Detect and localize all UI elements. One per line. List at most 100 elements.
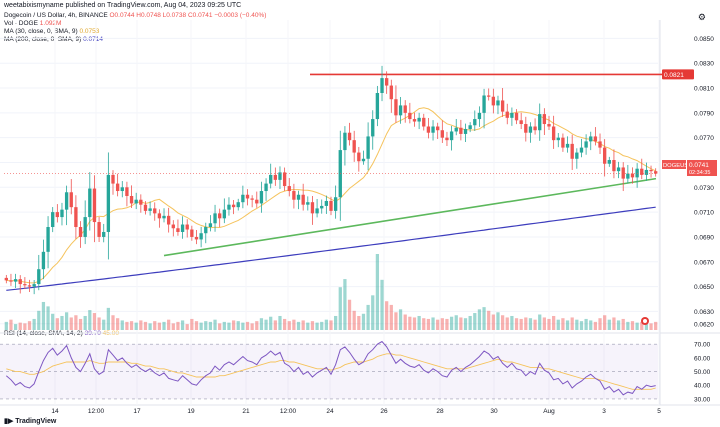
volume-bar (371, 295, 375, 330)
volume-bar (338, 287, 342, 330)
volume-bar (352, 310, 356, 330)
symbol-tag-bg (662, 160, 686, 169)
candle-body (157, 213, 162, 219)
candle-body (273, 174, 278, 180)
volume-bar (626, 321, 630, 330)
volume-bar (552, 315, 556, 330)
candle-body (602, 147, 607, 164)
volume-bar (134, 322, 138, 330)
volume-bar (607, 319, 611, 330)
rsi-tick-label: 70.00 (694, 342, 711, 349)
volume-bar (310, 321, 315, 330)
candle-body (459, 127, 463, 134)
candle-body (333, 197, 338, 211)
rsi-tick-label: 30.00 (694, 396, 711, 403)
volume-bar (621, 318, 625, 330)
candle-body (41, 251, 46, 270)
candle-body (426, 126, 431, 133)
volume-bar (514, 318, 519, 330)
candle-body (561, 137, 565, 148)
time-tick-label: 5 (657, 408, 661, 415)
candle-body (143, 204, 148, 211)
volume-bar (589, 320, 593, 330)
ma200-legend-row: MA (200, close, 0, SMA, 9) 0.0714 (4, 36, 266, 44)
candle-body (148, 208, 152, 211)
candle-body (644, 169, 649, 175)
ohlc-low: L0.0738 (162, 12, 187, 19)
volume-bar (259, 318, 264, 330)
volume-label[interactable]: Vol · DOGE (4, 20, 38, 27)
volume-bar (616, 320, 621, 330)
candle-body (213, 213, 217, 224)
candle-body (496, 100, 500, 106)
volume-bar (296, 321, 301, 330)
volume-bar (4, 321, 8, 330)
volume-bar (292, 319, 296, 330)
volume-bar (519, 318, 523, 330)
candle-body (343, 132, 347, 151)
candle-body (431, 126, 435, 133)
volume-bar (162, 321, 166, 330)
volume-bar (593, 321, 598, 330)
ma30-label[interactable]: MA (30, close, 0, SMA, 9) (4, 28, 78, 35)
price-tick-label: 0.0650 (694, 284, 714, 291)
candle-body (403, 105, 407, 113)
volume-bar (269, 316, 273, 330)
price-tick-label: 0.0830 (694, 61, 714, 68)
volume-bar (60, 315, 64, 330)
candle-body (92, 188, 97, 223)
candle-body (227, 204, 231, 210)
candle-body (505, 111, 509, 118)
candle-body (519, 120, 523, 125)
volume-bar (565, 320, 570, 330)
ma200-label[interactable]: MA (200, close, 0, SMA, 9) (4, 36, 82, 43)
resistance-price-tag: 0.0821 (664, 72, 684, 79)
candle-body (180, 224, 185, 232)
candle-body (32, 284, 36, 287)
candle-body (640, 168, 644, 175)
volume-bar (250, 323, 254, 330)
volume-bar (510, 315, 514, 330)
tradingview-logo-text: TradingView (15, 418, 57, 425)
candle-body (185, 224, 189, 230)
settings-gear-icon[interactable]: ⚙ (697, 12, 706, 22)
candle-body (51, 212, 55, 228)
volume-bar (644, 322, 649, 330)
candle-body (593, 136, 598, 142)
time-tick-label: 14 (51, 408, 59, 415)
volume-bar (398, 309, 403, 330)
volume-bar (264, 319, 268, 330)
volume-bar (23, 323, 27, 330)
symbol-title[interactable]: Dogecoin / US Dollar, 4h, BINANCE (4, 12, 108, 19)
candle-body (139, 199, 143, 205)
volume-bar (236, 321, 240, 330)
volume-bar (278, 315, 282, 330)
volume-bar (32, 318, 36, 330)
candle-body (329, 200, 333, 211)
volume-bar (347, 299, 352, 330)
candle-body (436, 126, 440, 131)
time-tick-label: 21 (242, 408, 250, 415)
volume-bar (27, 321, 32, 330)
candle-body (199, 233, 203, 240)
volume-bar (385, 301, 389, 330)
ma200-value: 0.0714 (83, 36, 104, 43)
rsi-tick-label: 50.00 (694, 369, 711, 376)
price-tick-label: 0.0630 (694, 309, 714, 316)
price-tick-label: 0.0620 (694, 321, 714, 328)
volume-bar (375, 254, 380, 330)
volume-bar (403, 314, 407, 330)
volume-bar (635, 322, 639, 330)
ohlc-open: O0.0744 (109, 12, 135, 19)
candle-body (222, 209, 226, 219)
candle-body (18, 279, 22, 285)
volume-bar (231, 320, 236, 330)
tradingview-logo[interactable]: ▮▶ TradingView (4, 417, 56, 425)
candle-body (255, 199, 259, 204)
candle-body (565, 143, 570, 148)
volume-bar (46, 306, 50, 330)
candle-body (78, 227, 83, 237)
candle-body (111, 174, 115, 184)
volume-bar (334, 315, 338, 330)
